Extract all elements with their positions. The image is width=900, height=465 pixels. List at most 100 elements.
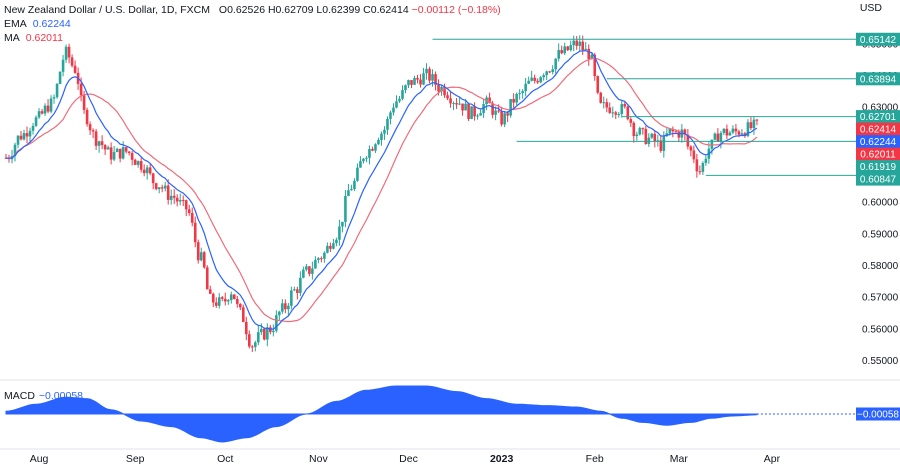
symbol-title: New Zealand Dollar / U.S. Dollar, 1D, FX… xyxy=(4,4,210,16)
candle-up xyxy=(509,99,512,116)
candle-down xyxy=(743,133,747,137)
candle-up xyxy=(278,311,281,316)
candle-down xyxy=(641,128,645,130)
candle-up xyxy=(31,125,35,131)
candle-down xyxy=(749,122,753,129)
candle-down xyxy=(296,289,299,294)
candle-up xyxy=(731,128,735,133)
candle-up xyxy=(37,111,41,118)
candle-down xyxy=(716,133,720,142)
candle-down xyxy=(181,199,185,201)
candle-up xyxy=(43,105,47,114)
candle-down xyxy=(734,128,738,132)
candle-up xyxy=(13,144,17,157)
price-label-level: 0.65142 xyxy=(856,32,900,46)
candle-up xyxy=(169,195,173,200)
macd-label-text: −0.00058 xyxy=(857,410,899,421)
candle-up xyxy=(350,189,353,191)
candle-up xyxy=(226,300,230,302)
candle-up xyxy=(58,71,62,84)
candle-down xyxy=(653,133,657,142)
candle-down xyxy=(284,303,287,310)
candle-down xyxy=(172,195,176,198)
candle-down xyxy=(467,103,470,120)
candle-down xyxy=(533,77,536,81)
candle-down xyxy=(461,103,464,111)
candle-down xyxy=(205,267,209,290)
candle-up xyxy=(515,93,518,103)
x-tick-label: Oct xyxy=(217,453,233,465)
candle-up xyxy=(542,75,545,78)
candle-down xyxy=(371,149,374,151)
candle-down xyxy=(109,147,113,160)
candle-up xyxy=(323,252,326,259)
candle-down xyxy=(500,111,503,125)
ma-legend[interactable]: MA 0.62011 xyxy=(4,31,63,45)
candle-up xyxy=(217,297,221,306)
chart-header: New Zealand Dollar / U.S. Dollar, 1D, FX… xyxy=(4,3,501,17)
candle-up xyxy=(647,137,651,144)
price-label-level: 0.60847 xyxy=(856,172,900,186)
x-tick-label: Sep xyxy=(126,453,145,465)
candle-down xyxy=(103,145,107,150)
candle-up xyxy=(341,221,344,227)
candle-up xyxy=(650,133,654,138)
candle-up xyxy=(121,147,125,159)
price-label-text: 0.65142 xyxy=(860,35,897,46)
candle-up xyxy=(64,46,68,60)
candle-up xyxy=(338,226,341,240)
candles xyxy=(4,35,759,353)
candle-down xyxy=(127,151,131,153)
candle-up xyxy=(347,190,350,197)
price-label-ma: 0.62011 xyxy=(856,147,900,161)
price-label-text: 0.62701 xyxy=(860,112,897,123)
candle-up xyxy=(359,161,362,168)
candle-down xyxy=(73,65,77,73)
price-label-bg xyxy=(856,135,900,149)
candle-up xyxy=(305,266,308,270)
y-tick-label: 0.63000 xyxy=(862,103,899,114)
candle-down xyxy=(536,80,539,83)
price-label-last: 0.62414 xyxy=(856,122,900,136)
candle-up xyxy=(563,46,566,54)
candle-up xyxy=(61,59,65,72)
candle-up xyxy=(620,104,624,115)
candle-up xyxy=(311,268,314,274)
candle-up xyxy=(494,110,497,115)
candle-down xyxy=(725,128,729,136)
ema-legend[interactable]: EMA 0.62244 xyxy=(4,17,71,31)
currency-label: USD xyxy=(859,2,882,14)
candle-down xyxy=(410,80,413,85)
candle-up xyxy=(106,147,110,150)
candle-down xyxy=(100,141,104,146)
candle-up xyxy=(578,41,582,46)
candle-down xyxy=(25,133,29,137)
candle-up xyxy=(440,86,443,92)
candle-down xyxy=(19,135,23,140)
candle-down xyxy=(160,187,164,189)
candle-down xyxy=(248,334,251,347)
candle-up xyxy=(635,134,639,137)
candle-down xyxy=(308,266,311,274)
candle-up xyxy=(752,119,756,129)
candle-up xyxy=(275,315,278,331)
candle-up xyxy=(518,93,521,95)
candle-down xyxy=(443,86,446,96)
candle-down xyxy=(187,209,191,213)
candle-down xyxy=(148,167,152,174)
candle-up xyxy=(97,141,101,146)
y-tick-label: 0.56000 xyxy=(862,324,899,335)
candle-up xyxy=(178,199,182,202)
candle-up xyxy=(392,107,395,113)
y-tick-label: 0.58000 xyxy=(862,261,899,272)
candle-up xyxy=(431,74,434,81)
candle-down xyxy=(629,119,633,123)
macd-label-bg xyxy=(856,407,900,421)
candle-down xyxy=(220,297,224,299)
candle-up xyxy=(281,303,284,312)
candle-down xyxy=(608,107,612,113)
candle-down xyxy=(623,104,627,107)
price-label-text: 0.63894 xyxy=(860,74,897,85)
candle-down xyxy=(67,46,71,58)
